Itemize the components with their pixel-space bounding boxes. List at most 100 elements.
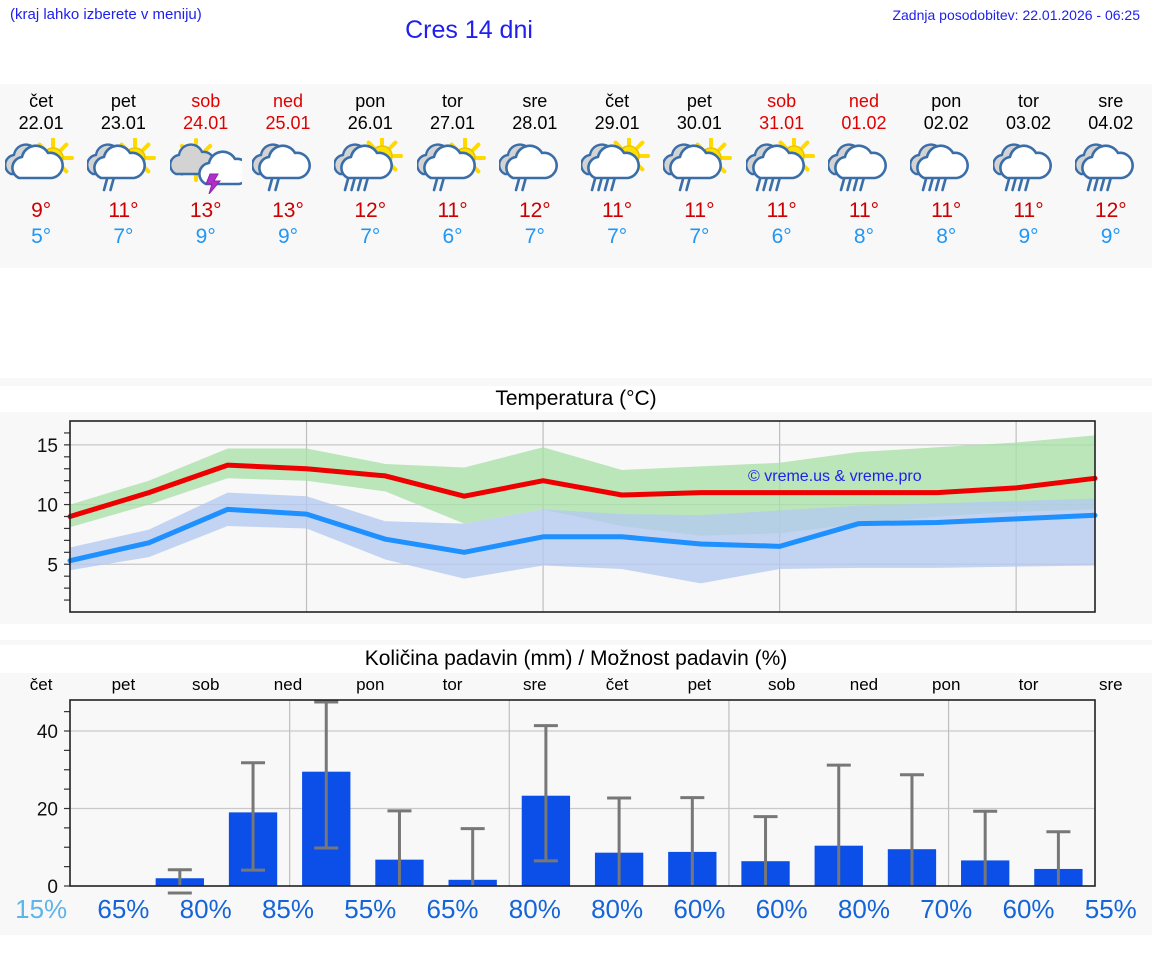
day-min-temp: 8°: [936, 225, 957, 248]
precipitation-probability-label: 55%: [344, 894, 397, 924]
day-max-temp: 11°: [848, 199, 880, 222]
precipitation-day-label: čet: [29, 675, 53, 694]
rain-cloud-icon: [251, 138, 324, 194]
heavy-rain-cloud-icon: [909, 138, 982, 194]
day-max-temp: 11°: [437, 199, 468, 222]
heavy-rain-cloud-icon: [827, 138, 900, 194]
precipitation-day-label: ned: [273, 675, 303, 694]
day-date-label: 25.01: [265, 113, 311, 133]
day-of-week-label: tor: [1018, 91, 1040, 111]
day-max-temp: 12°: [518, 199, 551, 222]
precipitation-probability-label: 65%: [97, 894, 150, 924]
precipitation-probability-label: 80%: [837, 894, 890, 924]
day-of-week-label: pon: [931, 91, 962, 111]
precipitation-probability-label: 70%: [920, 894, 973, 924]
sun-behind-rain-cloud-icon: [415, 137, 489, 194]
day-max-temp: 11°: [1013, 199, 1044, 222]
daily-forecast-strip: čet 22.01 9° 5° pet 23.01 11° 7° sob 24.01 13° 9° ne…: [0, 84, 1152, 268]
precipitation-day-label: tor: [1018, 675, 1039, 694]
forecast-day-column[interactable]: sob 24.01 13° 9°: [165, 84, 251, 268]
forecast-day-column[interactable]: pon 26.01 12° 7°: [329, 84, 411, 268]
day-date-label: 22.01: [18, 113, 64, 133]
day-of-week-label: sob: [767, 91, 797, 111]
precipitation-day-label: sob: [767, 675, 796, 694]
day-min-temp: 6°: [442, 225, 463, 248]
day-min-temp: 8°: [853, 225, 874, 248]
day-max-temp: 12°: [1094, 199, 1127, 222]
precipitation-probability-label: 60%: [755, 894, 808, 924]
svg-text:0: 0: [47, 877, 58, 896]
sun-behind-heavy-rain-icon: [580, 135, 653, 194]
day-date-label: 29.01: [594, 113, 640, 133]
day-date-label: 03.02: [1005, 113, 1052, 133]
forecast-day-column[interactable]: tor 03.02 11° 9°: [987, 84, 1069, 268]
svg-text:40: 40: [37, 722, 58, 743]
day-of-week-label: pet: [110, 91, 136, 111]
day-min-temp: 9°: [277, 225, 299, 248]
day-of-week-label: sob: [191, 91, 221, 111]
day-min-temp: 9°: [195, 225, 216, 248]
day-min-temp: 7°: [689, 225, 710, 248]
day-max-temp: 11°: [766, 199, 797, 222]
forecast-day-column[interactable]: sre 28.01 12° 7°: [494, 84, 576, 268]
sun-thunderstorm-icon: [168, 138, 251, 195]
forecast-day-column[interactable]: čet 29.01 11° 7°: [576, 84, 658, 268]
page-header: (kraj lahko izberete v meniju) Cres 14 d…: [0, 0, 1152, 62]
day-of-week-label: tor: [442, 91, 464, 111]
forecast-day-column[interactable]: pet 30.01 11° 7°: [658, 84, 740, 268]
precipitation-probability-label: 60%: [673, 894, 726, 924]
precipitation-day-label: pon: [932, 675, 961, 694]
day-of-week-label: pon: [355, 91, 386, 111]
precipitation-probability-row: 15% 65% 80% 85% 55% 65% 80% 80% 60% 60% 80% 70% 60% 5…: [0, 890, 1152, 930]
day-date-label: 01.02: [841, 113, 887, 133]
day-min-temp: 7°: [607, 225, 628, 248]
day-of-week-label: sre: [1098, 91, 1124, 111]
day-date-label: 24.01: [183, 113, 229, 133]
precipitation-day-label: pet: [111, 675, 136, 694]
precipitation-chart-svg: 0 20 40: [37, 699, 1096, 896]
day-date-label: 28.01: [512, 113, 558, 133]
sun-behind-rain-cloud-icon: [662, 137, 735, 194]
day-max-temp: 13°: [189, 199, 222, 222]
last-updated-text: Zadnja posodobitev: 22.01.2026 - 06:25: [892, 7, 1140, 23]
svg-text:15: 15: [37, 436, 58, 457]
forecast-day-column[interactable]: ned 25.01 13° 9°: [247, 84, 329, 268]
page-title: Cres 14 dni: [405, 16, 533, 44]
day-min-temp: 9°: [1018, 225, 1039, 248]
menu-hint-text: (kraj lahko izberete v meniju): [10, 6, 202, 23]
forecast-day-column[interactable]: tor 27.01 11° 6°: [411, 84, 493, 268]
forecast-day-column[interactable]: pet 23.01 11° 7°: [82, 84, 164, 268]
forecast-day-column[interactable]: pon 02.02 11° 8°: [905, 84, 987, 268]
precipitation-day-label: pon: [356, 675, 385, 694]
precipitation-probability-label: 80%: [179, 894, 232, 924]
day-date-label: 04.02: [1088, 113, 1134, 133]
svg-text:5: 5: [47, 555, 58, 576]
svg-text:10: 10: [37, 496, 58, 517]
forecast-day-column[interactable]: čet 22.01 9° 5°: [0, 84, 82, 268]
day-min-temp: 9°: [1100, 225, 1121, 248]
precipitation-chart-title: Količina padavin (mm) / Možnost padavin …: [0, 645, 1152, 673]
day-min-temp: 7°: [360, 225, 381, 248]
forecast-day-column[interactable]: ned 01.02 11° 8°: [823, 84, 905, 268]
day-max-temp: 11°: [684, 199, 715, 222]
day-of-week-label: čet: [29, 91, 54, 111]
day-max-temp: 11°: [108, 199, 139, 222]
precipitation-day-labels: čet pet sob ned pon tor sre čet pet sob ned pon tor s…: [0, 674, 1152, 696]
forecast-day-column[interactable]: sre 04.02 12° 9°: [1070, 84, 1152, 268]
day-min-temp: 6°: [771, 225, 792, 248]
day-date-label: 31.01: [759, 113, 805, 133]
day-of-week-label: pet: [686, 91, 712, 111]
precipitation-probability-label: 15%: [15, 894, 68, 924]
temperature-chart-svg: 5 10 15: [37, 420, 1098, 613]
sun-behind-cloud-icon: [4, 137, 77, 194]
heavy-rain-cloud-icon: [991, 138, 1065, 194]
precipitation-day-label: ned: [849, 675, 879, 694]
precipitation-probability-label: 80%: [508, 894, 561, 924]
day-max-temp: 11°: [602, 199, 633, 222]
day-min-temp: 7°: [524, 225, 545, 248]
sun-behind-heavy-rain-icon: [333, 135, 406, 194]
forecast-day-column[interactable]: sob 31.01 11° 6°: [741, 84, 823, 268]
day-of-week-label: čet: [605, 91, 630, 111]
sun-behind-heavy-rain-icon: [744, 135, 818, 194]
svg-text:20: 20: [37, 800, 58, 821]
